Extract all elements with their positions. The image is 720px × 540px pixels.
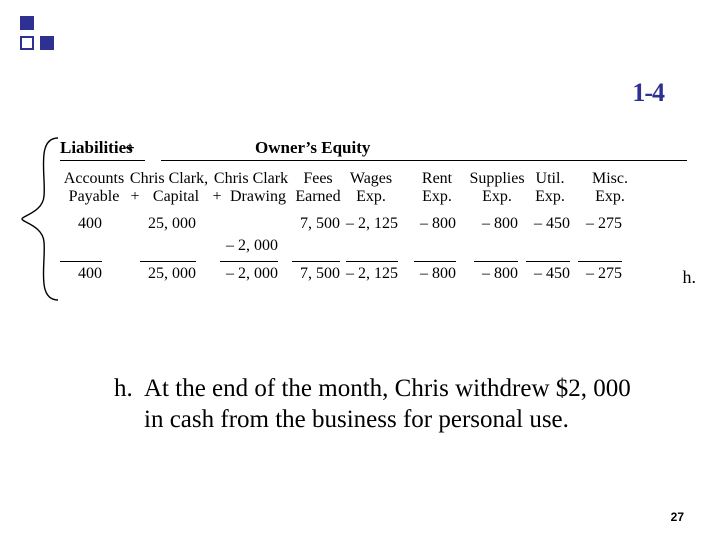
cell-wages: – 2, 125 bbox=[346, 265, 398, 283]
colhead-wages-l1: Wages bbox=[344, 170, 398, 188]
cell-util: – 450 bbox=[526, 215, 570, 233]
op-plus: + bbox=[128, 188, 142, 206]
cell-supp: – 800 bbox=[474, 215, 518, 233]
cell-fees: 7, 500 bbox=[292, 265, 340, 283]
colhead-fees-l2: Earned bbox=[292, 188, 344, 206]
colhead-fees-l1: Fees bbox=[292, 170, 344, 188]
heading-owners-equity: Owner’s Equity bbox=[255, 138, 370, 158]
cell-misc: – 275 bbox=[578, 265, 622, 283]
cell-util: – 450 bbox=[526, 265, 570, 283]
cell-supp: – 800 bbox=[474, 265, 518, 283]
colhead-misc-l1: Misc. bbox=[586, 170, 634, 188]
annotation-letter: h. bbox=[683, 267, 697, 288]
op-plus: + bbox=[210, 188, 224, 206]
cell-rent: – 800 bbox=[414, 215, 456, 233]
table-row: 400 25, 000 – 2, 000 7, 500 – 2, 125 – 8… bbox=[60, 265, 690, 287]
colhead-wages-l2: Exp. bbox=[344, 188, 398, 206]
heading-liabilities: Liabilities bbox=[60, 138, 120, 158]
explanation: h. At the end of the month, Chris withdr… bbox=[114, 374, 654, 435]
explanation-text: At the end of the month, Chris withdrew … bbox=[144, 374, 654, 435]
colhead-util-l2: Exp. bbox=[528, 188, 572, 206]
cell-cap: 25, 000 bbox=[140, 215, 196, 233]
slide-number: 27 bbox=[671, 510, 684, 524]
cell-accts: 400 bbox=[60, 265, 102, 283]
cell-draw: – 2, 000 bbox=[220, 237, 278, 255]
colhead-rent-l1: Rent bbox=[408, 170, 466, 188]
cell-wages: – 2, 125 bbox=[346, 215, 398, 233]
colhead-capital-l2: Capital bbox=[142, 188, 210, 206]
colhead-accounts-l2: Payable bbox=[60, 188, 128, 206]
colhead-drawing-l1: Chris Clark bbox=[210, 170, 292, 188]
section-headings: Liabilities + Owner’s Equity bbox=[60, 138, 690, 158]
colhead-supplies-l1: Supplies bbox=[466, 170, 528, 188]
colhead-util-l1: Util. bbox=[528, 170, 572, 188]
equity-table: 400 25, 000 7, 500 – 2, 125 – 800 – 800 … bbox=[60, 215, 690, 287]
bullet-square-icon bbox=[20, 36, 34, 50]
cell-accts: 400 bbox=[60, 215, 102, 233]
colhead-drawing-l2: Drawing bbox=[224, 188, 292, 206]
bullet-square-icon bbox=[20, 16, 34, 30]
curly-brace-icon bbox=[16, 136, 66, 302]
heading-plus: + bbox=[120, 138, 140, 158]
page-reference: 1-4 bbox=[632, 78, 664, 108]
column-headings: Accounts Chris Clark, Chris Clark Fees W… bbox=[60, 170, 690, 207]
colhead-misc-l2: Exp. bbox=[586, 188, 634, 206]
table-row: – 2, 000 bbox=[60, 237, 690, 259]
cell-rent: – 800 bbox=[414, 265, 456, 283]
bullet-square-icon bbox=[40, 36, 54, 50]
cell-cap: 25, 000 bbox=[140, 265, 196, 283]
colhead-supplies-l2: Exp. bbox=[466, 188, 528, 206]
explanation-label: h. bbox=[114, 374, 144, 435]
table-row: 400 25, 000 7, 500 – 2, 125 – 800 – 800 … bbox=[60, 215, 690, 237]
colhead-accounts-l1: Accounts bbox=[60, 170, 128, 188]
heading-underline-right bbox=[161, 160, 687, 161]
cell-draw: – 2, 000 bbox=[220, 265, 278, 283]
heading-underline-left bbox=[60, 160, 145, 161]
cell-fees: 7, 500 bbox=[292, 215, 340, 233]
colhead-capital-l1: Chris Clark, bbox=[128, 170, 210, 188]
cell-misc: – 275 bbox=[578, 215, 622, 233]
corner-bullets bbox=[20, 16, 54, 50]
colhead-rent-l2: Exp. bbox=[408, 188, 466, 206]
